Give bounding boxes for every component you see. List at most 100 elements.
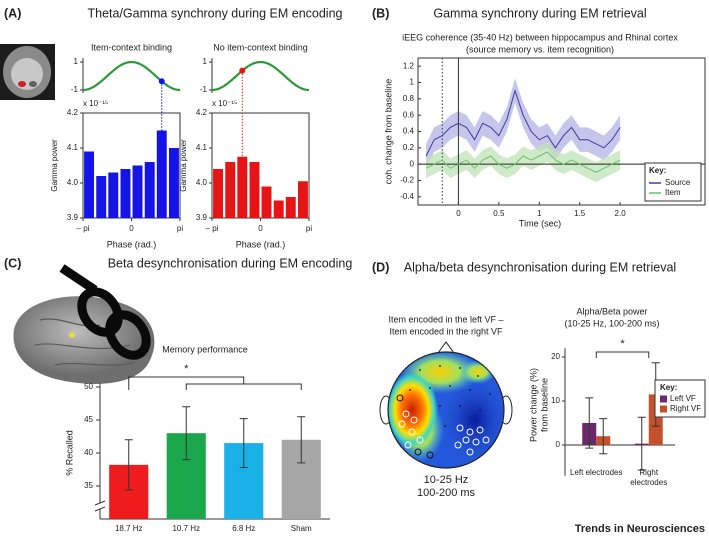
x-tick-label: 10.7 Hz: [172, 524, 200, 533]
error-bar: [124, 439, 133, 491]
y-tick-label: 4.2: [196, 108, 208, 117]
x-tick-label: 0: [258, 224, 263, 233]
bar: [213, 169, 224, 218]
x-tick-label: 1.5: [574, 209, 586, 218]
y-tick-label: 0.8: [403, 94, 415, 103]
y-tick-label: 3.9: [67, 213, 79, 222]
significance-bracket: [128, 376, 302, 390]
chart-title: Item-context binding: [91, 42, 172, 52]
x-tick-label: 18.7 Hz: [115, 524, 143, 533]
bar: [297, 181, 308, 218]
bar: [96, 176, 107, 218]
topomap: [379, 341, 513, 469]
inset-tick-label: 1: [74, 57, 79, 66]
series-line: [425, 88, 621, 157]
chart-title: Alpha/Beta power: [576, 306, 647, 316]
bar: [132, 165, 143, 218]
panel-label: (C): [4, 256, 21, 270]
x-tick-label: – pi: [206, 224, 219, 233]
chart-subtitle: (source memory vs. item recognition): [466, 44, 614, 54]
error-bar: [585, 397, 594, 449]
panel-title: Gamma synchrony during EM retrieval: [433, 6, 646, 20]
phase-curve: [211, 60, 310, 92]
y-tick-label: 0.4: [403, 127, 415, 136]
y-tick-label: 4.0: [196, 178, 208, 187]
y-tick-label: 10: [551, 396, 560, 405]
mri-thumbnail: [0, 44, 55, 100]
x-tick-label: pi: [306, 224, 312, 233]
x-tick-label-box: Left electrodes: [570, 467, 623, 477]
legend-swatch: [660, 405, 667, 413]
x-axis-label: Phase (rad.): [236, 239, 286, 249]
legend-label: Left VF: [670, 394, 696, 403]
y-tick-label: 45: [84, 415, 93, 424]
error-bar: [297, 416, 306, 464]
bar: [285, 197, 296, 218]
inset-tick-label: -1: [71, 85, 79, 94]
y-tick-label: 3.9: [196, 213, 208, 222]
y-tick-label: 0.2: [403, 143, 415, 152]
legend-label: Right VF: [670, 404, 701, 413]
y-tick-label: 40: [84, 448, 93, 457]
phase-dot: [239, 67, 246, 74]
panel-title: Beta desynchronisation during EM encodin…: [108, 256, 353, 270]
error-bar: [182, 406, 191, 461]
x-tick-label: 0: [456, 209, 461, 218]
phase-dot: [158, 78, 165, 85]
error-band: [426, 78, 621, 169]
bar: [249, 162, 260, 218]
y-tick-label: 0: [556, 440, 561, 449]
bar: [84, 151, 95, 218]
x-tick-label: – pi: [77, 224, 90, 233]
error-bar: [637, 416, 646, 471]
topomap-caption: Item encoded in the left VF –: [388, 314, 503, 324]
panel-label: (D): [372, 260, 389, 274]
y-tick-label: 1: [410, 78, 415, 87]
bar: [168, 148, 179, 218]
bar: [156, 130, 167, 218]
topomap-band: 100-200 ms: [417, 487, 476, 499]
y-tick-label: 50: [84, 382, 93, 391]
x-axis-label: Phase (rad.): [107, 239, 157, 249]
error-bar: [239, 418, 248, 469]
x-tick-label: 0: [129, 224, 134, 233]
y-tick-label: -0.2: [400, 176, 414, 185]
y-tick-label: 4.1: [67, 143, 79, 152]
scale-label: x 10⁻¹⁵: [83, 99, 108, 108]
significance-bracket: [595, 351, 650, 358]
y-tick-label: -0.4: [400, 192, 414, 201]
topomap-band: 10-25 Hz: [424, 474, 469, 486]
bar: [225, 162, 236, 218]
error-bar: [599, 418, 608, 455]
y-axis-label: from baseline: [539, 378, 549, 432]
significance-label: *: [184, 363, 189, 375]
y-axis-label: Gamma power: [50, 139, 59, 192]
scale-label: x 10⁻¹⁵: [212, 99, 237, 108]
x-tick-label: Left electrodes: [570, 467, 623, 477]
y-tick-label: 4.0: [67, 178, 79, 187]
x-tick-label: 0.5: [493, 209, 505, 218]
x-tick-label: pi: [177, 224, 183, 233]
series-line: [425, 151, 621, 173]
chart-title: Memory performance: [162, 344, 248, 354]
x-tick-label: 2.0: [615, 209, 627, 218]
significance-label: *: [620, 338, 625, 350]
y-tick-label: 4.1: [196, 143, 208, 152]
bar: [261, 186, 272, 218]
y-tick-label: 35: [84, 481, 93, 490]
x-tick-label: Right electrodes: [630, 467, 668, 487]
x-axis-label: Time (sec): [519, 218, 561, 228]
x-tick-label: 1: [537, 209, 542, 218]
y-tick-label: 4.2: [67, 108, 79, 117]
y-tick-label: 0.6: [403, 110, 415, 119]
y-axis-label: % Recalled: [64, 430, 74, 476]
inset-tick-label: -1: [200, 85, 208, 94]
y-tick-label: 0: [410, 159, 415, 168]
error-band: [426, 142, 621, 183]
panel-title: Theta/Gamma synchrony during EM encoding: [88, 6, 343, 20]
panel-label: (B): [372, 6, 389, 20]
chart-title: iEEG coherence (35-40 Hz) between hippoc…: [402, 32, 678, 42]
bar: [144, 162, 155, 218]
bar: [273, 200, 284, 218]
